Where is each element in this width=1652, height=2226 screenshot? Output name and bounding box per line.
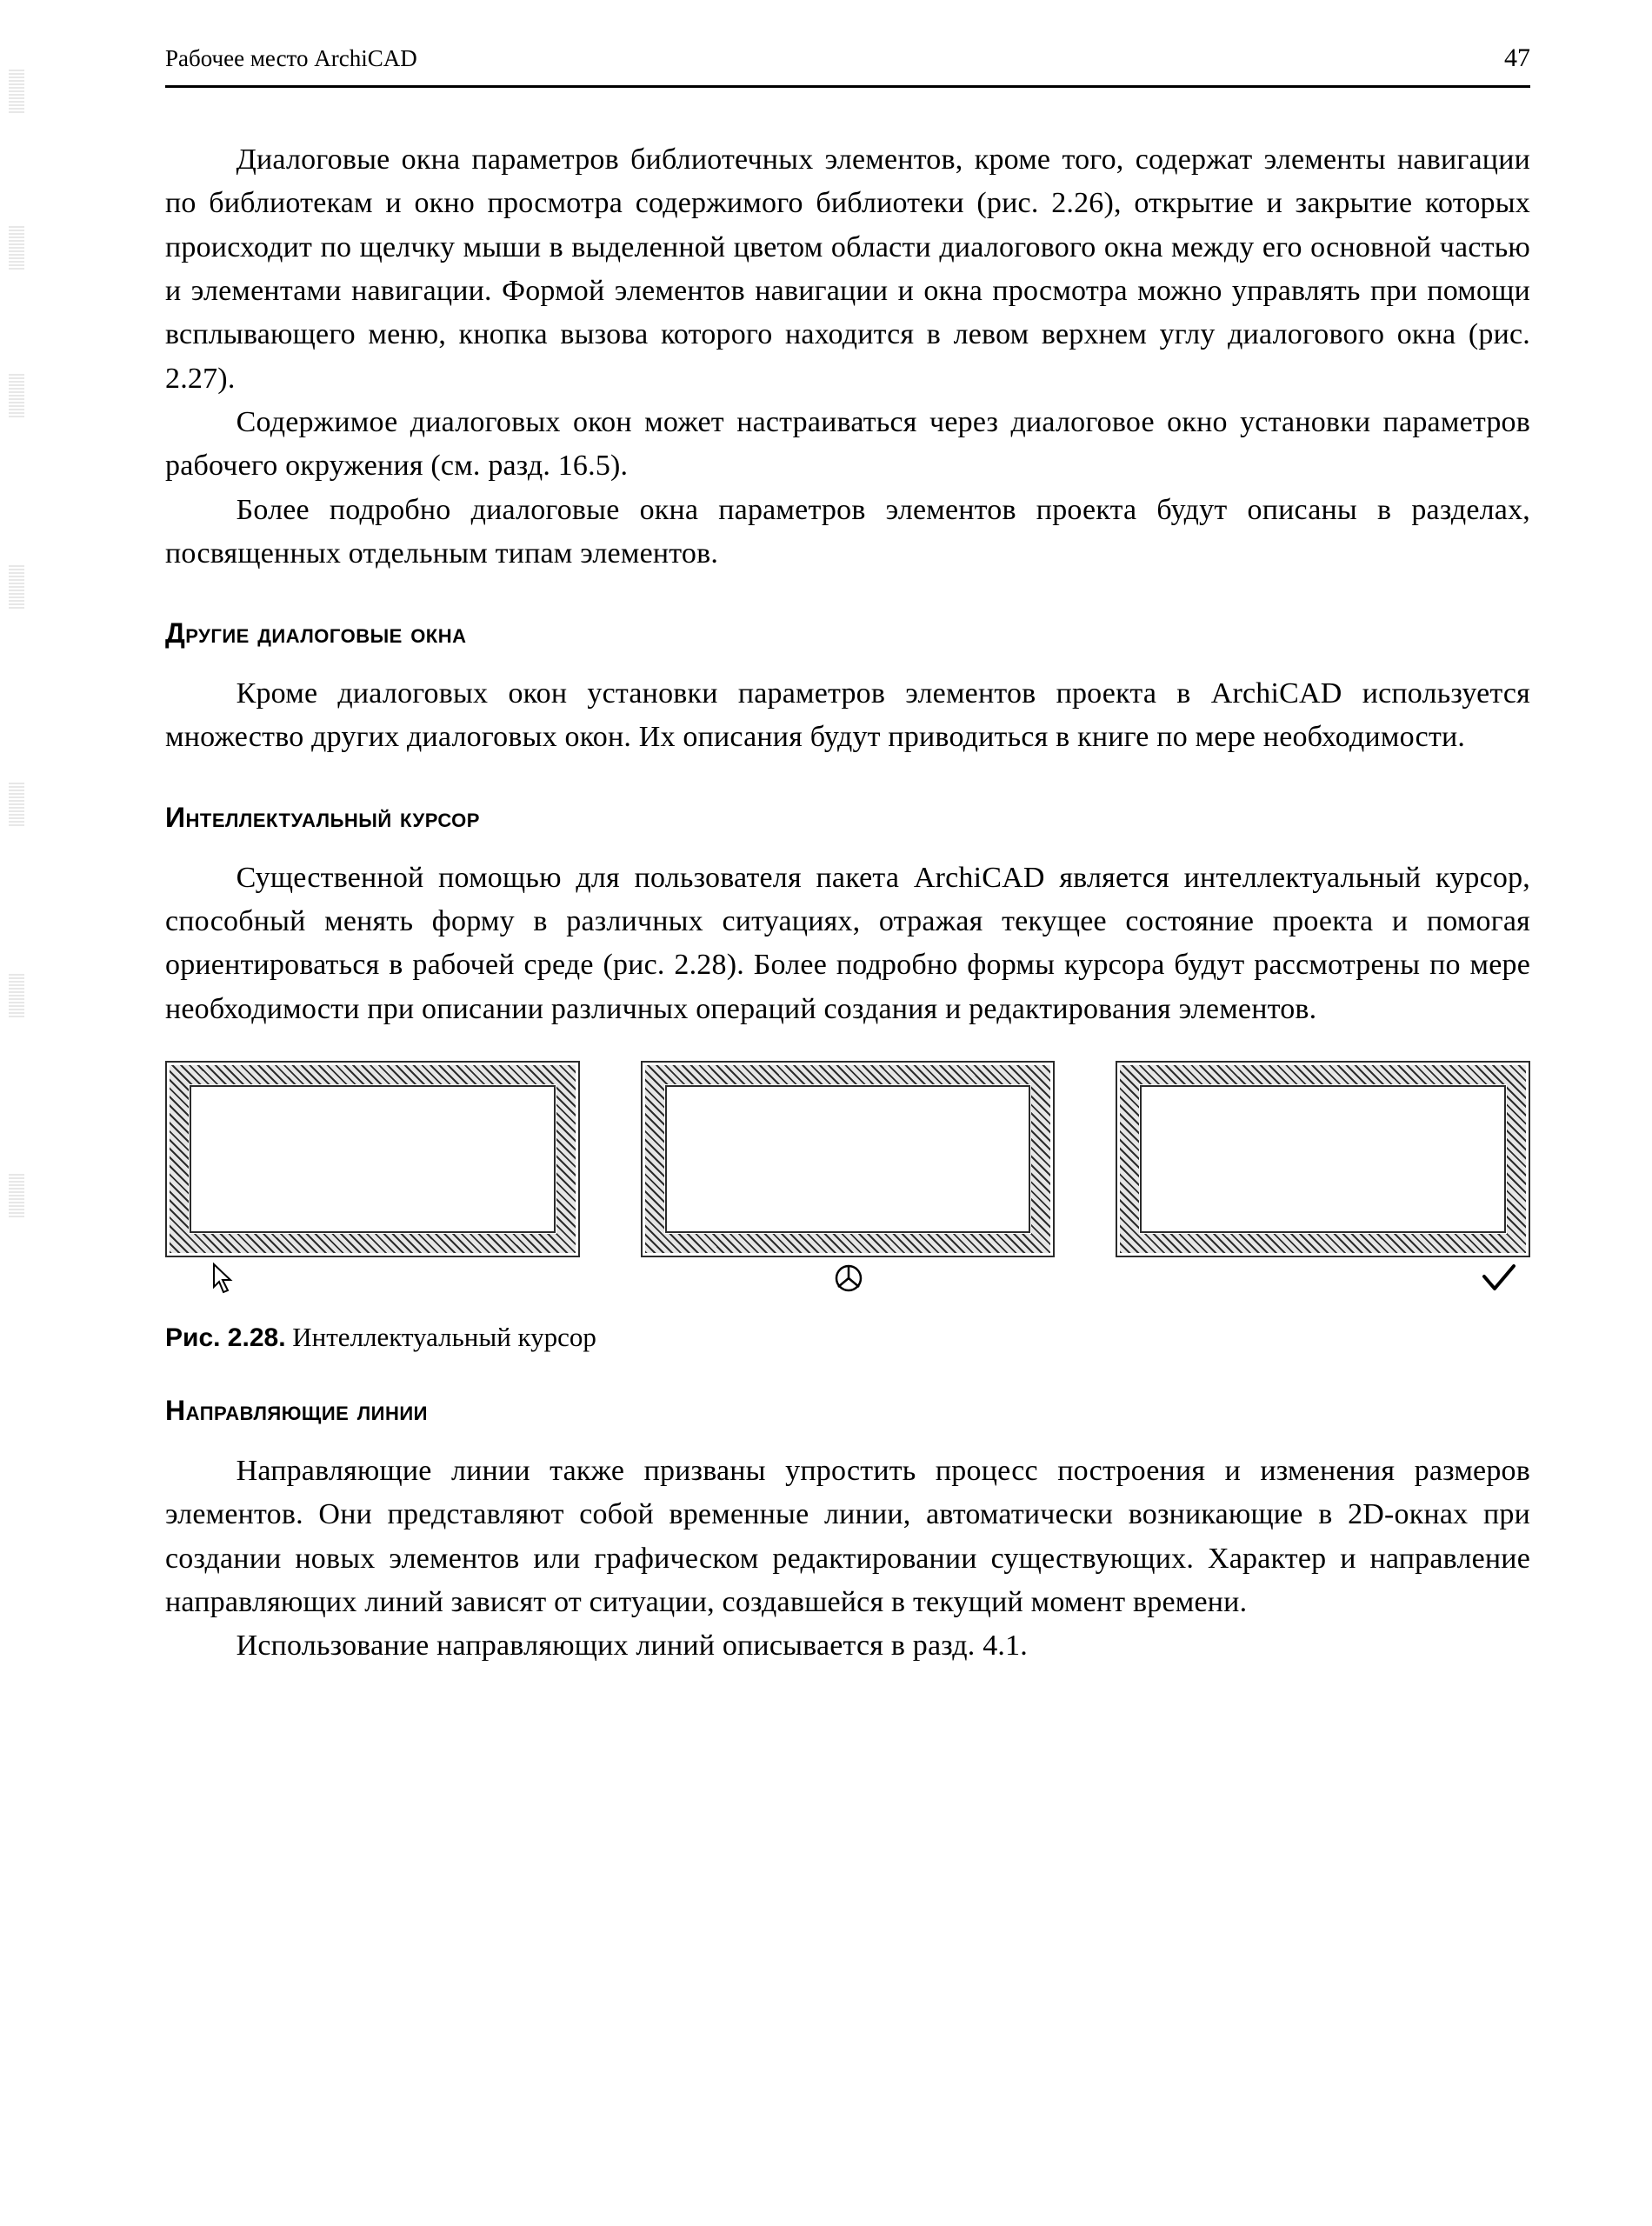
figure-caption-label: Рис. 2.28. (165, 1323, 286, 1352)
scan-binding-artifacts (0, 0, 35, 1304)
page-number: 47 (1504, 43, 1530, 73)
figure-caption-text: Интеллектуальный курсор (286, 1322, 596, 1352)
book-page: Рабочее место ArchiCAD 47 Диалоговые окн… (0, 0, 1652, 2226)
page-header: Рабочее место ArchiCAD 47 (165, 43, 1530, 88)
cursor-example-panel (165, 1061, 580, 1296)
section-heading-other-dialogs: Другие диалоговые окна (165, 617, 1530, 650)
wall-section-box (1116, 1061, 1530, 1257)
cursor-example-panel (641, 1061, 1056, 1296)
section-heading-guide-lines: Направляющие линии (165, 1395, 1530, 1427)
body-paragraph: Кроме диалоговых окон установки параметр… (165, 672, 1530, 760)
body-paragraph: Направляющие линии также призваны упрост… (165, 1450, 1530, 1624)
body-paragraph: Диалоговые окна параметров библиотечных … (165, 138, 1530, 401)
checkmark-cursor-icon (1481, 1261, 1515, 1296)
section-heading-intelligent-cursor: Интеллектуальный курсор (165, 802, 1530, 834)
figure-caption: Рис. 2.28. Интеллектуальный курсор (165, 1322, 1530, 1353)
body-paragraph: Использование направляющих линий описыва… (165, 1624, 1530, 1668)
body-paragraph: Более подробно диалоговые окна параметро… (165, 489, 1530, 576)
running-title: Рабочее место ArchiCAD (165, 45, 417, 72)
wall-section-box (641, 1061, 1056, 1257)
body-paragraph: Существенной помощью для пользователя па… (165, 856, 1530, 1031)
wall-section-box (165, 1061, 580, 1257)
body-paragraph: Содержимое диалоговых окон может настраи… (165, 401, 1530, 489)
arrow-cursor-icon (207, 1261, 242, 1296)
cursor-example-panel (1116, 1061, 1530, 1296)
figure-2-28 (165, 1061, 1530, 1296)
mercedes-cursor-icon (831, 1261, 866, 1296)
